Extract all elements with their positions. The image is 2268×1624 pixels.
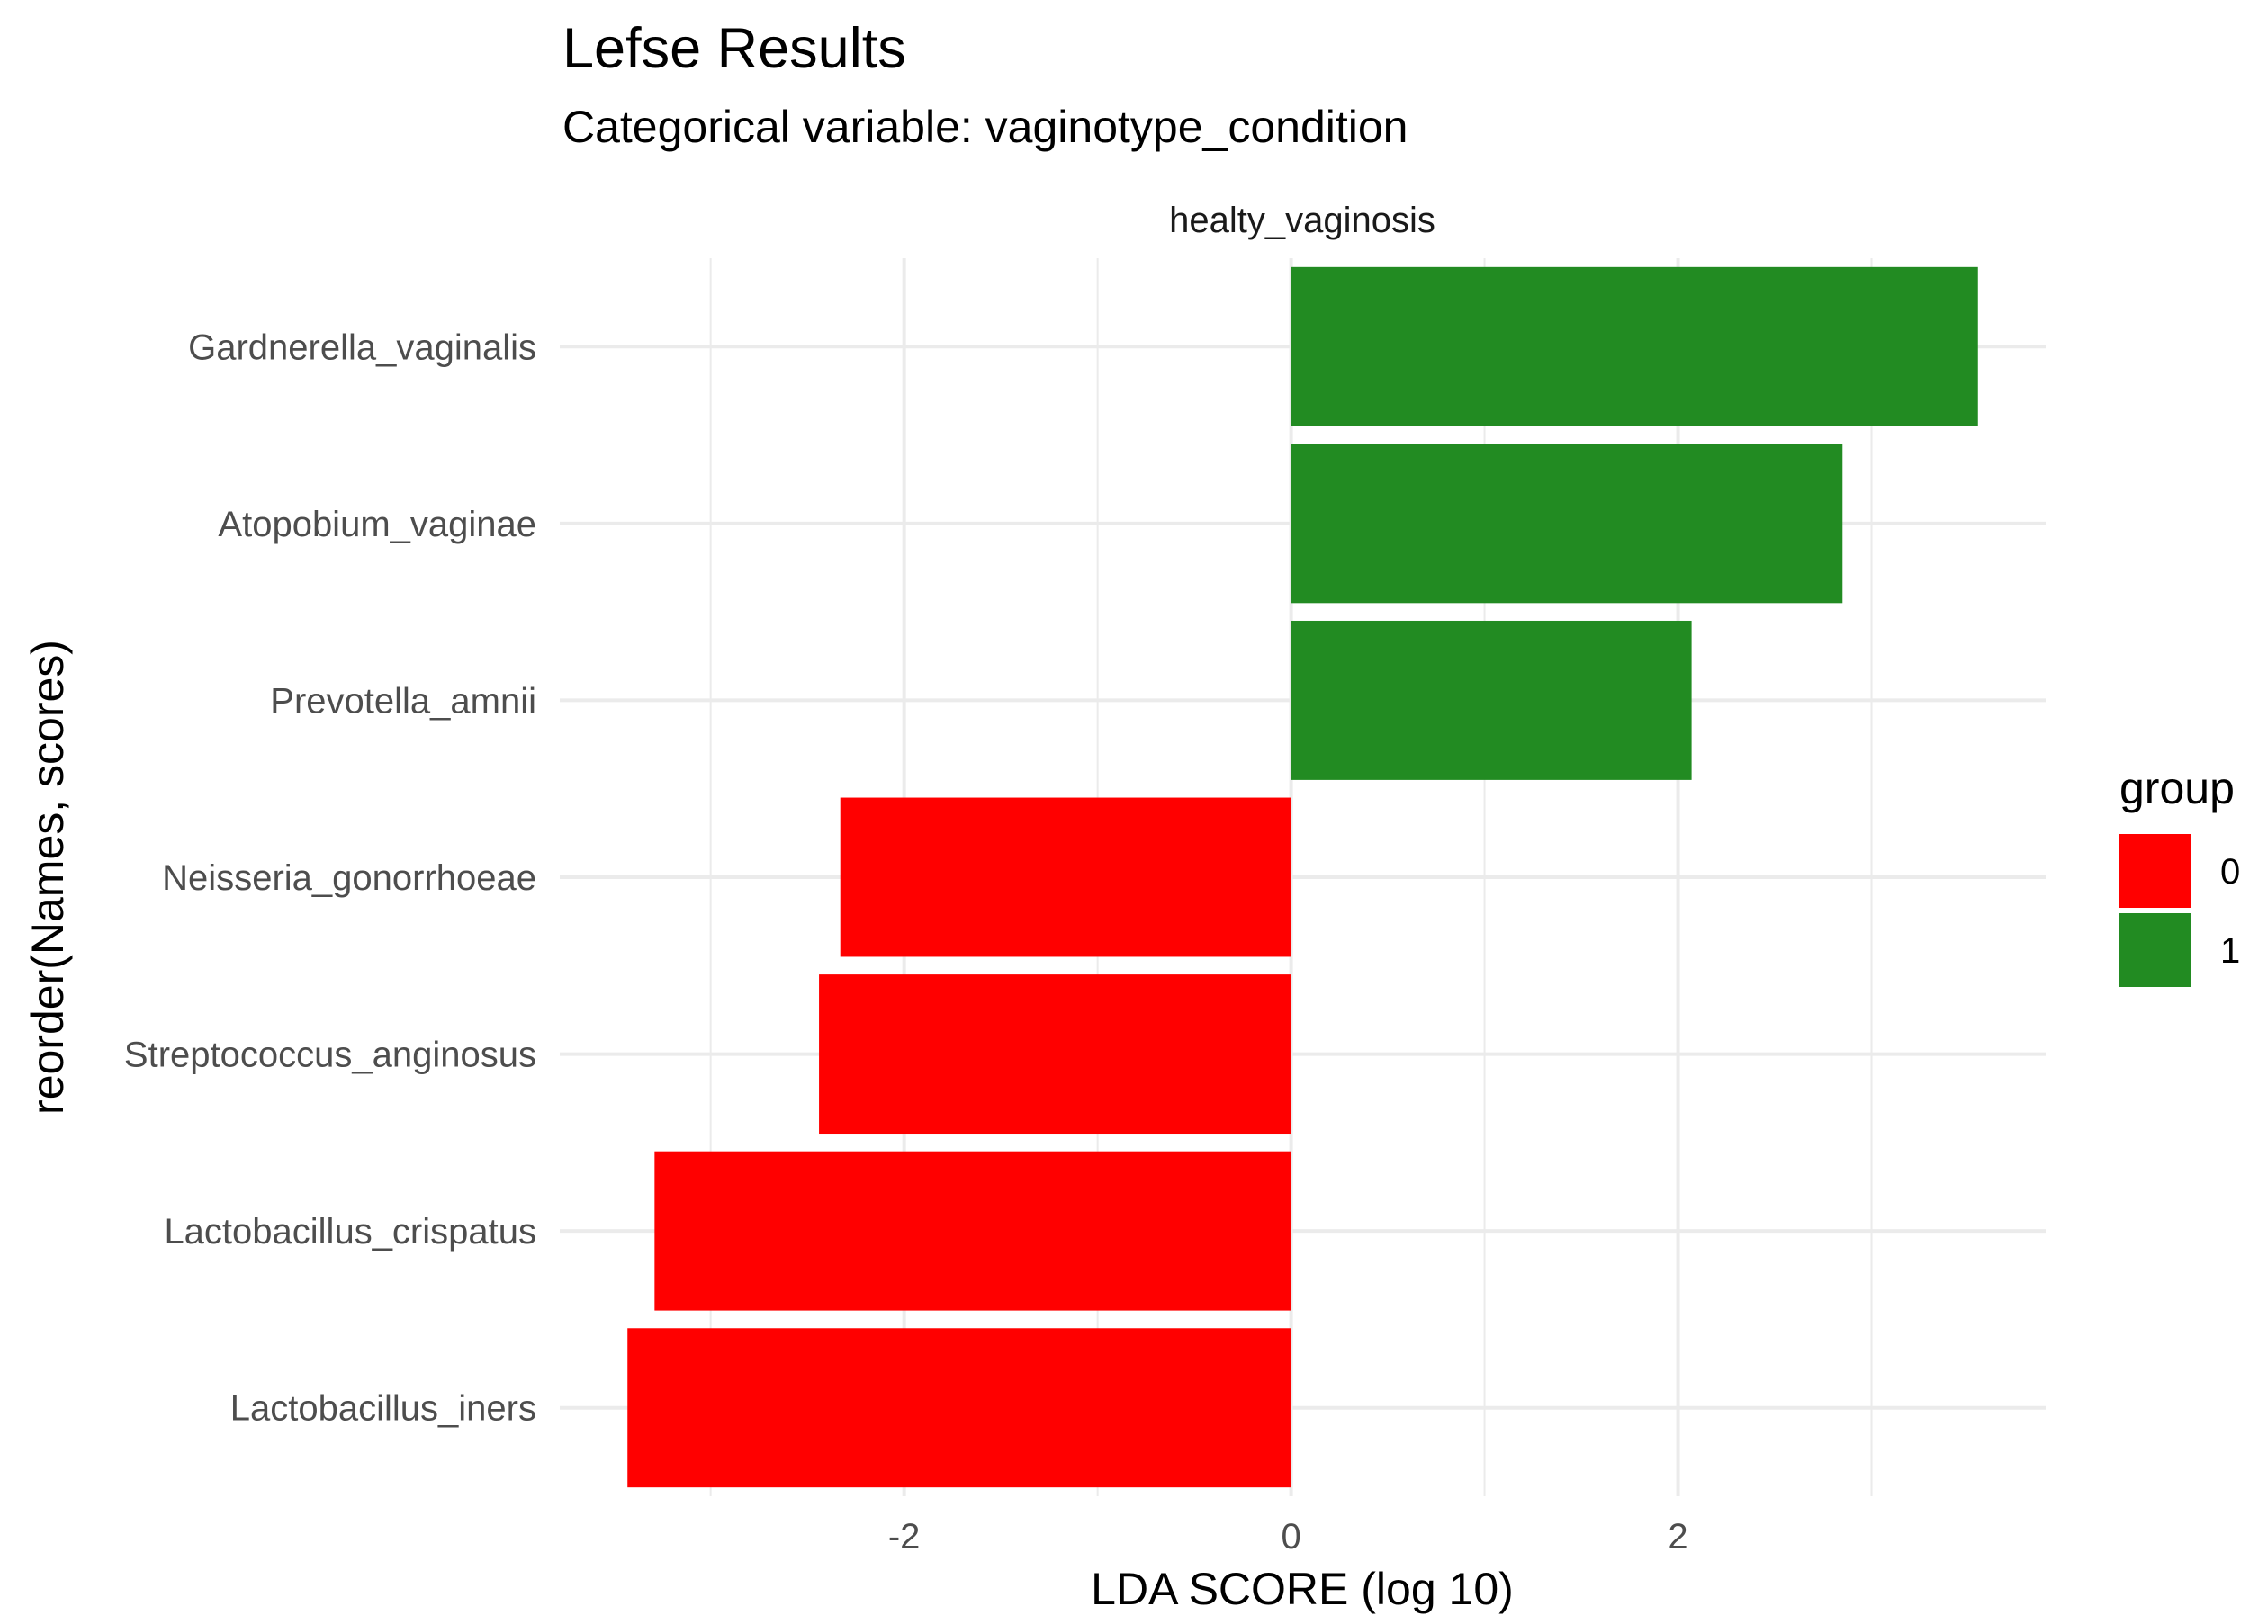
bar-gardnerella-vaginalis (1291, 266, 1978, 426)
bar-lactobacillus-crispatus (654, 1151, 1292, 1311)
legend-label-0: 0 (2220, 852, 2240, 892)
y-tick-label: Atopobium_vaginae (218, 505, 536, 544)
legend-key-0 (2120, 834, 2192, 908)
legend-title: group (2120, 763, 2235, 813)
x-tick-labels: -2 0 2 (888, 1517, 1688, 1557)
bar-lactobacillus-iners (627, 1328, 1292, 1488)
x-tick-label: -2 (888, 1517, 921, 1557)
x-tick-label: 2 (1668, 1517, 1688, 1557)
legend: group 01 (2120, 763, 2240, 987)
y-tick-label: Streptococcus_anginosus (124, 1036, 536, 1075)
bar-neisseria-gonorrhoeae (840, 797, 1292, 957)
y-tick-label: Gardnerella_vaginalis (188, 327, 536, 367)
bar-streptococcus-anginosus (819, 974, 1292, 1135)
bars (627, 266, 1978, 1488)
y-tick-label: Neisseria_gonorrhoeae (162, 858, 536, 898)
x-tick-label: 0 (1281, 1517, 1300, 1557)
bar-atopobium-vaginae (1291, 444, 1843, 604)
chart-subtitle: Categorical variable: vaginotype_conditi… (562, 102, 1408, 152)
y-tick-label: Prevotella_amnii (270, 681, 536, 721)
legend-entries: 01 (2120, 834, 2240, 987)
chart-title: Lefse Results (562, 17, 906, 80)
bar-prevotella-amnii (1291, 620, 1692, 780)
y-tick-labels: Gardnerella_vaginalis Atopobium_vaginae Pr… (124, 327, 536, 1428)
legend-label-1: 1 (2220, 931, 2240, 971)
y-tick-label: Lactobacillus_iners (230, 1389, 536, 1429)
legend-key-1 (2120, 913, 2192, 987)
facet-strip-label: healty_vaginosis (1169, 201, 1436, 240)
y-tick-label: Lactobacillus_crispatus (164, 1212, 536, 1252)
y-axis-title: reorder(Names, scores) (22, 640, 73, 1115)
x-axis-title: LDA SCORE (log 10) (1091, 1564, 1514, 1614)
